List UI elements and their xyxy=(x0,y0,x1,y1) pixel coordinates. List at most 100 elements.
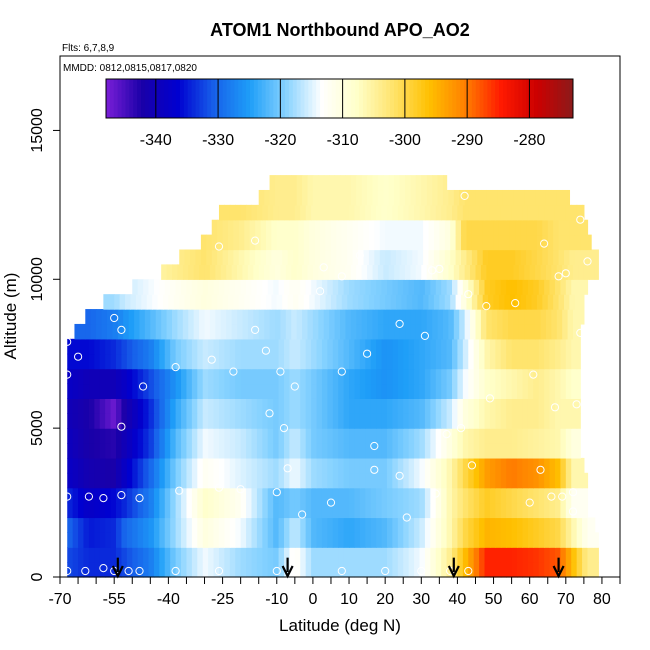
heatmap-cell xyxy=(159,338,166,355)
colorbar-swatch xyxy=(456,79,461,118)
heatmap-cell xyxy=(376,353,383,370)
heatmap-cell xyxy=(349,398,356,414)
heatmap-cell xyxy=(327,443,334,459)
heatmap-cell xyxy=(181,532,188,548)
heatmap-cell xyxy=(155,323,162,340)
heatmap-cell xyxy=(576,517,583,533)
heatmap-cell xyxy=(345,264,352,280)
heatmap-cell xyxy=(426,264,433,280)
heatmap-cell xyxy=(251,279,258,295)
heatmap-cell xyxy=(144,323,151,340)
observation-point xyxy=(431,489,440,498)
heatmap-cell xyxy=(197,517,204,533)
heatmap-cell xyxy=(517,204,524,221)
heatmap-cell xyxy=(164,457,171,474)
x-axis-label: Latitude (deg N) xyxy=(279,616,401,635)
heatmap-cell xyxy=(506,532,513,548)
heatmap-cell xyxy=(83,472,90,489)
heatmap-cell xyxy=(235,279,242,295)
heatmap-cell xyxy=(166,309,173,325)
heatmap-cell xyxy=(475,264,482,280)
heatmap-cell xyxy=(291,189,298,206)
heatmap-cell xyxy=(153,517,160,533)
heatmap-cell xyxy=(332,279,339,295)
heatmap-cell xyxy=(446,353,453,370)
colorbar-swatch xyxy=(133,79,138,118)
heatmap-cell xyxy=(419,338,426,355)
colorbar-swatch xyxy=(285,79,290,118)
heatmap-cell xyxy=(264,323,271,340)
heatmap-cell xyxy=(565,472,572,489)
heatmap-cell xyxy=(332,383,339,399)
heatmap-cell xyxy=(403,353,410,370)
heatmap-cell xyxy=(170,472,177,489)
heatmap-cell xyxy=(504,234,511,251)
heatmap-cell xyxy=(309,219,316,236)
heatmap-cell xyxy=(470,323,477,340)
heatmap-cell xyxy=(235,457,242,474)
heatmap-cell xyxy=(153,472,160,489)
heatmap-cell xyxy=(269,309,276,325)
heatmap-cell xyxy=(327,413,334,429)
heatmap-cell xyxy=(235,338,242,355)
heatmap-cell xyxy=(390,249,397,265)
heatmap-cell xyxy=(457,562,464,578)
heatmap-cell xyxy=(143,338,150,355)
heatmap-cell xyxy=(294,279,301,295)
heatmap-cell xyxy=(403,517,410,533)
heatmap-cell xyxy=(576,353,581,370)
heatmap-cell xyxy=(159,383,166,399)
heatmap-cell xyxy=(549,413,556,429)
heatmap-cell xyxy=(544,368,551,385)
heatmap-cell xyxy=(247,323,254,340)
heatmap-cell xyxy=(549,502,556,519)
heatmap-cell xyxy=(439,219,446,236)
heatmap-cell xyxy=(527,338,534,355)
heatmap-cell xyxy=(220,264,227,280)
heatmap-cell xyxy=(419,413,426,429)
heatmap-cell xyxy=(441,204,448,221)
heatmap-cell xyxy=(159,413,166,429)
heatmap-cell xyxy=(495,398,502,414)
heatmap-cell xyxy=(121,532,128,548)
heatmap-cell xyxy=(428,294,435,310)
heatmap-cell xyxy=(430,443,437,459)
observation-point xyxy=(442,430,451,439)
heatmap-cell xyxy=(116,547,123,563)
heatmap-cell xyxy=(137,562,144,578)
colorbar-swatch xyxy=(137,79,142,118)
heatmap-cell xyxy=(218,368,225,385)
observation-point xyxy=(460,191,469,200)
heatmap-cell xyxy=(432,323,439,340)
heatmap-cell xyxy=(116,487,123,504)
heatmap-cell xyxy=(484,487,491,504)
heatmap-cell xyxy=(531,249,538,265)
colorbar-swatch xyxy=(269,79,274,118)
heatmap-cell xyxy=(513,189,520,206)
heatmap-cell xyxy=(213,338,220,355)
heatmap-cell xyxy=(343,457,350,474)
heatmap-cell xyxy=(311,562,318,578)
heatmap-cell xyxy=(461,219,468,236)
heatmap-cell xyxy=(365,353,372,370)
heatmap-cell xyxy=(316,517,323,533)
heatmap-cell xyxy=(78,428,85,444)
heatmap-cell xyxy=(126,368,133,385)
heatmap-cell xyxy=(560,204,567,221)
heatmap-cell xyxy=(509,234,516,251)
heatmap-cell xyxy=(540,309,547,325)
heatmap-cell xyxy=(414,532,421,548)
heatmap-cell xyxy=(392,562,399,578)
colorbar-swatch xyxy=(211,79,216,118)
x-tick-label: 10 xyxy=(340,591,358,608)
colorbar-swatch xyxy=(249,79,255,118)
heatmap-cell xyxy=(159,398,166,414)
heatmap-cell xyxy=(90,323,97,340)
heatmap-cell xyxy=(560,383,567,399)
heatmap-cell xyxy=(367,323,374,340)
heatmap-cell xyxy=(164,547,171,563)
heatmap-cell xyxy=(329,309,336,325)
observation-point xyxy=(355,251,364,260)
observation-point xyxy=(370,465,379,474)
